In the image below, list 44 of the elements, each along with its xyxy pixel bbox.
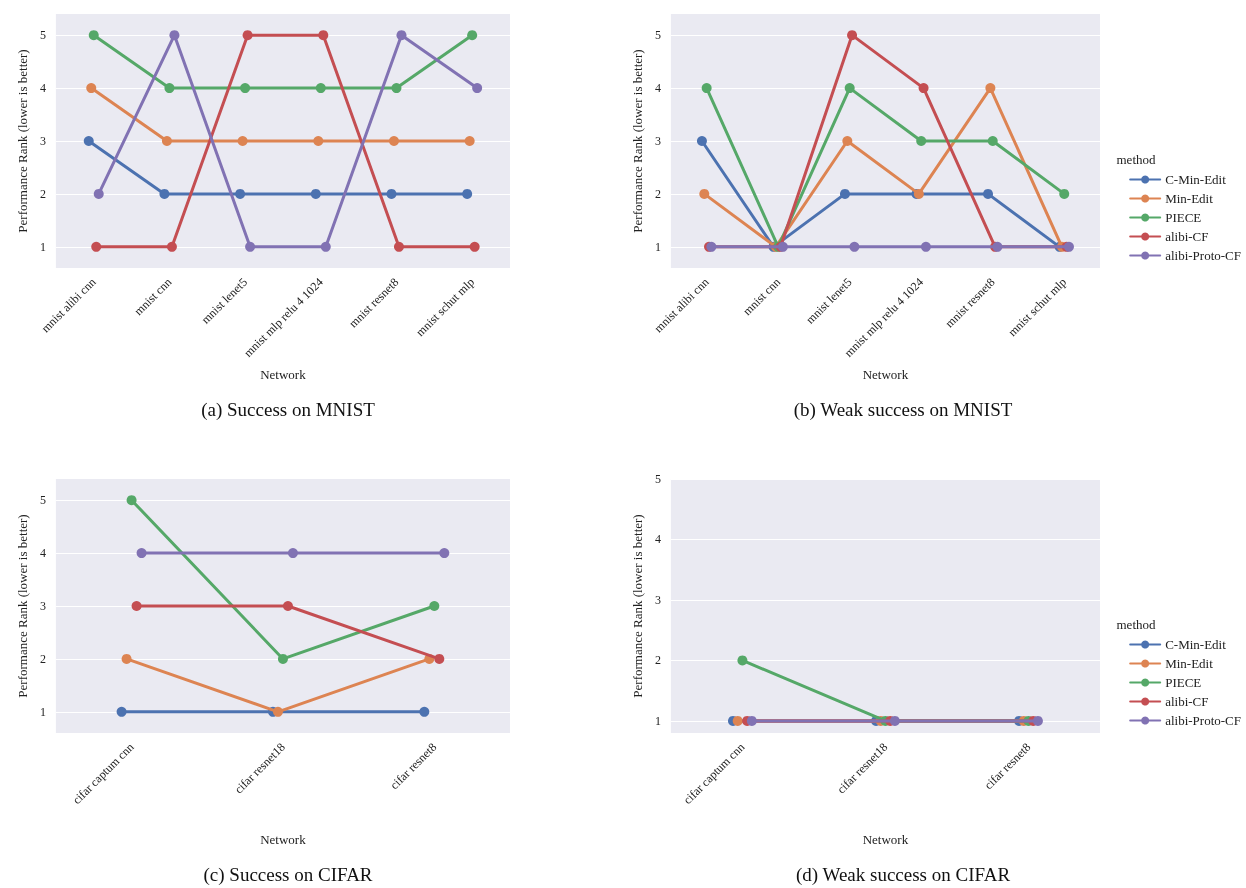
y-tick-label: 1 [654, 239, 661, 254]
legend-label: alibi-Proto-CF [1165, 248, 1242, 263]
y-tick-label: 4 [654, 81, 661, 96]
legend-label: C-Min-Edit [1165, 172, 1227, 187]
y-tick-label: 4 [654, 532, 661, 547]
y-tick-label: 3 [39, 599, 46, 613]
legend-label: Min-Edit [1165, 191, 1214, 206]
y-tick-label: 2 [39, 186, 46, 201]
x-axis-title: Network [862, 832, 909, 847]
legend-label: PIECE [1165, 210, 1202, 225]
y-tick-label: 3 [39, 134, 46, 148]
y-tick-label: 1 [39, 239, 46, 254]
y-axis-title: Performance Rank (lower is better) [630, 514, 645, 698]
y-tick-label: 5 [39, 493, 46, 508]
legend-label: PIECE [1165, 675, 1202, 690]
y-axis-title: Performance Rank (lower is better) [15, 514, 30, 698]
y-tick-label: 2 [39, 651, 46, 666]
y-tick-label: 1 [654, 713, 661, 728]
y-axis-title: Performance Rank (lower is better) [15, 49, 30, 233]
y-tick-label: 3 [654, 592, 661, 607]
text: (d) Weak success on CIFAR [795, 864, 1011, 886]
legend-title: method [1116, 152, 1156, 167]
y-tick-label: 1 [39, 704, 46, 719]
y-axis-title: Performance Rank (lower is better) [630, 49, 645, 233]
legend-label: C-Min-Edit [1165, 637, 1227, 652]
text: (b) Weak success on MNIST [793, 399, 1013, 421]
legend-label: alibi-CF [1165, 229, 1209, 244]
y-tick-label: 4 [39, 81, 46, 96]
y-tick-label: 5 [654, 472, 661, 486]
legend-label: Min-Edit [1165, 656, 1214, 671]
x-axis-title: Network [862, 367, 909, 382]
y-tick-label: 2 [654, 186, 661, 201]
text: (c) Success on CIFAR [203, 864, 373, 886]
y-tick-label: 3 [654, 134, 661, 148]
text: (a) Success on MNIST [201, 399, 376, 421]
legend-label: alibi-CF [1165, 694, 1209, 709]
x-axis-title: Network [260, 832, 307, 847]
y-tick-label: 5 [654, 28, 661, 43]
x-axis-title: Network [260, 367, 307, 382]
legend-label: alibi-Proto-CF [1165, 713, 1242, 728]
y-tick-label: 5 [39, 28, 46, 43]
y-tick-label: 2 [654, 653, 661, 668]
y-tick-label: 4 [39, 546, 46, 561]
legend-title: method [1116, 617, 1156, 632]
